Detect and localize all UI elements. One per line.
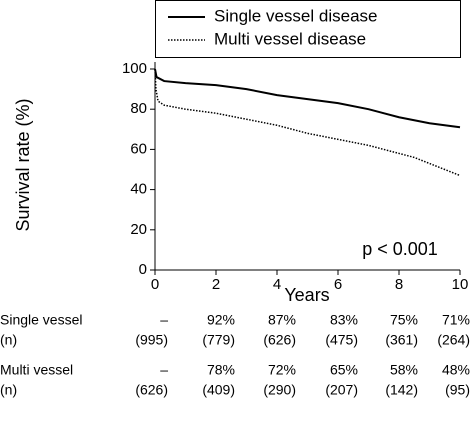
y-tick-label: 60 xyxy=(130,140,147,157)
y-tick-label: 80 xyxy=(130,100,147,117)
table-cell: 78% xyxy=(207,362,235,378)
table-cell: 75% xyxy=(390,312,418,328)
row-label: (n) xyxy=(0,382,17,398)
table-cell: 92% xyxy=(207,312,235,328)
table-cell: (142) xyxy=(385,382,418,398)
survival-line xyxy=(154,68,461,177)
legend-box xyxy=(155,0,461,58)
table-cell: 48% xyxy=(442,362,470,378)
table-cell: (264) xyxy=(437,332,470,348)
annotation: p < 0.001 xyxy=(362,239,438,259)
table-cell: (626) xyxy=(263,332,296,348)
y-tick-label: 40 xyxy=(130,181,147,198)
table-cell: (95) xyxy=(445,382,470,398)
y-tick-label: 100 xyxy=(122,60,147,77)
legend-label: Multi vessel disease xyxy=(214,29,366,48)
y-tick-label: 20 xyxy=(130,221,147,238)
x-axis-label: Years xyxy=(284,285,329,305)
table-cell: 83% xyxy=(330,312,358,328)
row-label: Single vessel xyxy=(0,312,83,328)
table-cell: 58% xyxy=(390,362,418,378)
table-cell: – xyxy=(160,362,168,378)
table-cell: 65% xyxy=(330,362,358,378)
table-cell: 71% xyxy=(442,312,470,328)
x-tick-label: 10 xyxy=(452,276,469,293)
table-cell: – xyxy=(160,312,168,328)
survival-line xyxy=(154,68,461,129)
table-cell: (475) xyxy=(325,332,358,348)
y-tick-label: 0 xyxy=(139,261,147,278)
table-cell: (290) xyxy=(263,382,296,398)
row-label: (n) xyxy=(0,332,17,348)
x-tick-label: 4 xyxy=(273,276,281,293)
y-axis-label: Survival rate (%) xyxy=(13,98,33,231)
table-cell: (995) xyxy=(135,332,168,348)
table-cell: 72% xyxy=(268,362,296,378)
table-cell: 87% xyxy=(268,312,296,328)
x-tick-label: 6 xyxy=(334,276,342,293)
table-cell: (361) xyxy=(385,332,418,348)
x-tick-label: 2 xyxy=(212,276,220,293)
legend-label: Single vessel disease xyxy=(214,6,377,25)
table-cell: (409) xyxy=(202,382,235,398)
table-cell: (779) xyxy=(202,332,235,348)
table-cell: (207) xyxy=(325,382,358,398)
row-label: Multi vessel xyxy=(0,362,73,378)
x-tick-label: 8 xyxy=(395,276,403,293)
table-cell: (626) xyxy=(135,382,168,398)
x-tick-label: 0 xyxy=(151,276,159,293)
